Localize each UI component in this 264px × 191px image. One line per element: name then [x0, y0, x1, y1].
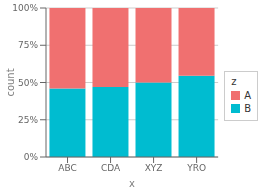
- html-text:A: A: [244, 89, 251, 101]
- svg-text:100%: 100%: [12, 3, 38, 13]
- svg-text:75%: 75%: [18, 40, 38, 50]
- svg-text:count: count: [8, 68, 16, 96]
- svg-text:x: x: [129, 178, 135, 189]
- svg-text:0%: 0%: [24, 152, 39, 162]
- html-text:B: B: [244, 102, 251, 114]
- svg-text:50%: 50%: [18, 78, 38, 88]
- svg-text:XYZ: XYZ: [145, 163, 163, 173]
- svg-text:YRO: YRO: [186, 163, 206, 173]
- svg-text:ABC: ABC: [58, 163, 76, 173]
- html-text:z: z: [231, 75, 237, 87]
- svg-text:25%: 25%: [18, 115, 38, 125]
- svg-text:CDA: CDA: [101, 163, 121, 173]
